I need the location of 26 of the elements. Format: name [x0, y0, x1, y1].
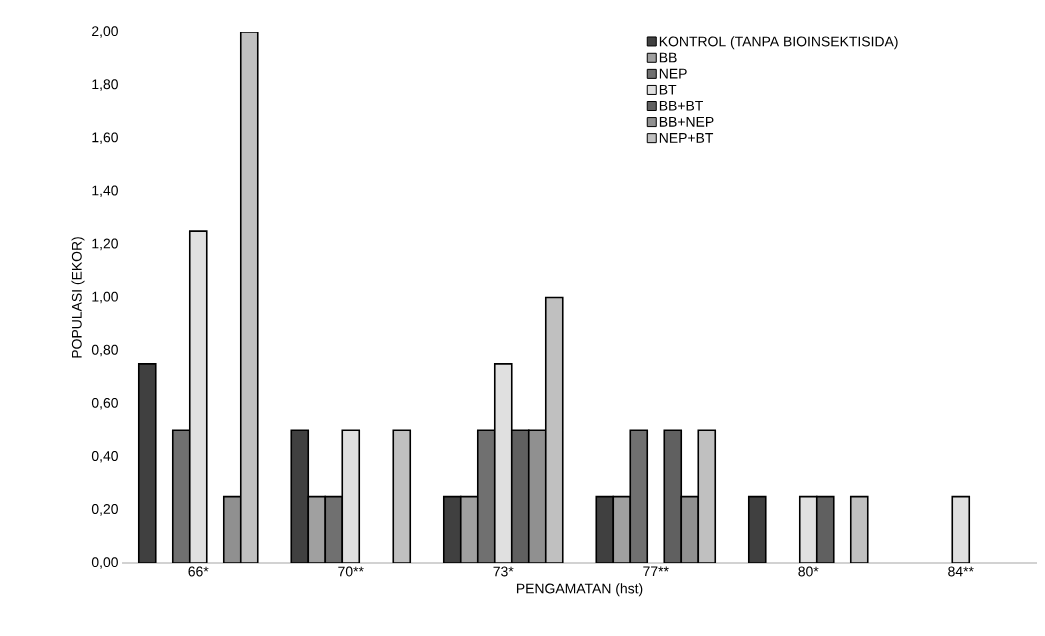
legend-label: BT [659, 84, 677, 95]
x-tick-label: 70** [338, 566, 364, 577]
y-tick-label: 1,00 [92, 291, 118, 304]
y-tick-label: 0,40 [91, 451, 118, 463]
x-tick-label: 84** [948, 566, 974, 577]
legend-label: NEP+BT [659, 133, 714, 143]
y-tick-label: 2,00 [92, 26, 118, 38]
x-axis-title: PENGAMATAN (hst) [516, 583, 643, 597]
y-tick-label: 1,60 [92, 132, 118, 144]
legend-label: BB [659, 52, 677, 63]
legend-label: BB+NEP [659, 117, 714, 127]
y-tick-label: 1,20 [92, 238, 118, 251]
x-tick-label: 80* [798, 566, 819, 577]
y-tick-label: 1,80 [92, 79, 118, 91]
legend-label: BB+BT [659, 100, 703, 111]
y-tick-label: 0,20 [91, 504, 118, 516]
x-tick-label: 66* [188, 566, 209, 577]
y-tick-label: 1,40 [92, 185, 118, 198]
y-tick-label: 0,60 [91, 397, 118, 410]
legend-label: NEP [659, 68, 687, 79]
legend-label: KONTROL (TANPA BIOINSEKTISIDA) [659, 36, 898, 50]
x-tick-label: 73* [493, 566, 514, 577]
y-tick-label: 0,00 [91, 557, 118, 569]
y-tick-label: 0,80 [91, 344, 118, 357]
y-axis-title: POPULASI (EKOR) [71, 237, 85, 358]
x-tick-label: 77** [643, 566, 669, 577]
